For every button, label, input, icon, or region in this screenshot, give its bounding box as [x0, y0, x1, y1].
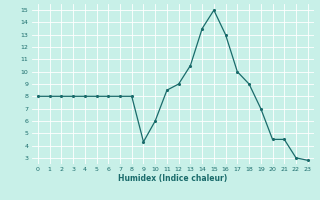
X-axis label: Humidex (Indice chaleur): Humidex (Indice chaleur): [118, 174, 228, 183]
